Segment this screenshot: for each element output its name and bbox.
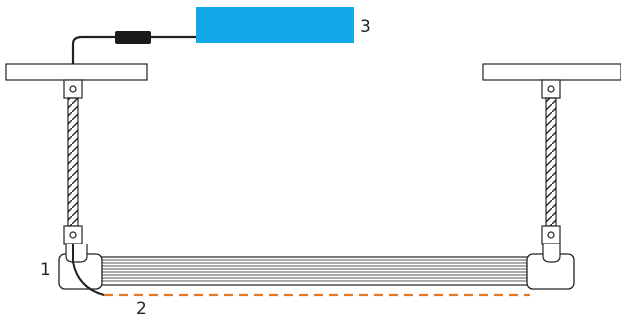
- light-body: [93, 256, 533, 286]
- suspension-right: [541, 79, 561, 245]
- end-cap-right: [526, 244, 575, 290]
- callout-fixture-label: 1: [40, 260, 51, 280]
- ceiling-mount-left: [5, 63, 148, 81]
- feed-cable: [72, 244, 105, 296]
- callout-power-unit-label: 3: [360, 17, 371, 37]
- callout-light-strip-label: 2: [136, 299, 147, 319]
- ceiling-mount-right: [482, 63, 621, 81]
- cable-connector: [115, 31, 151, 44]
- power-cable: [71, 35, 196, 64]
- end-cap-left: [58, 244, 103, 290]
- suspension-left: [63, 79, 83, 245]
- power-unit: [196, 7, 354, 43]
- light-ribs: [94, 259, 532, 282]
